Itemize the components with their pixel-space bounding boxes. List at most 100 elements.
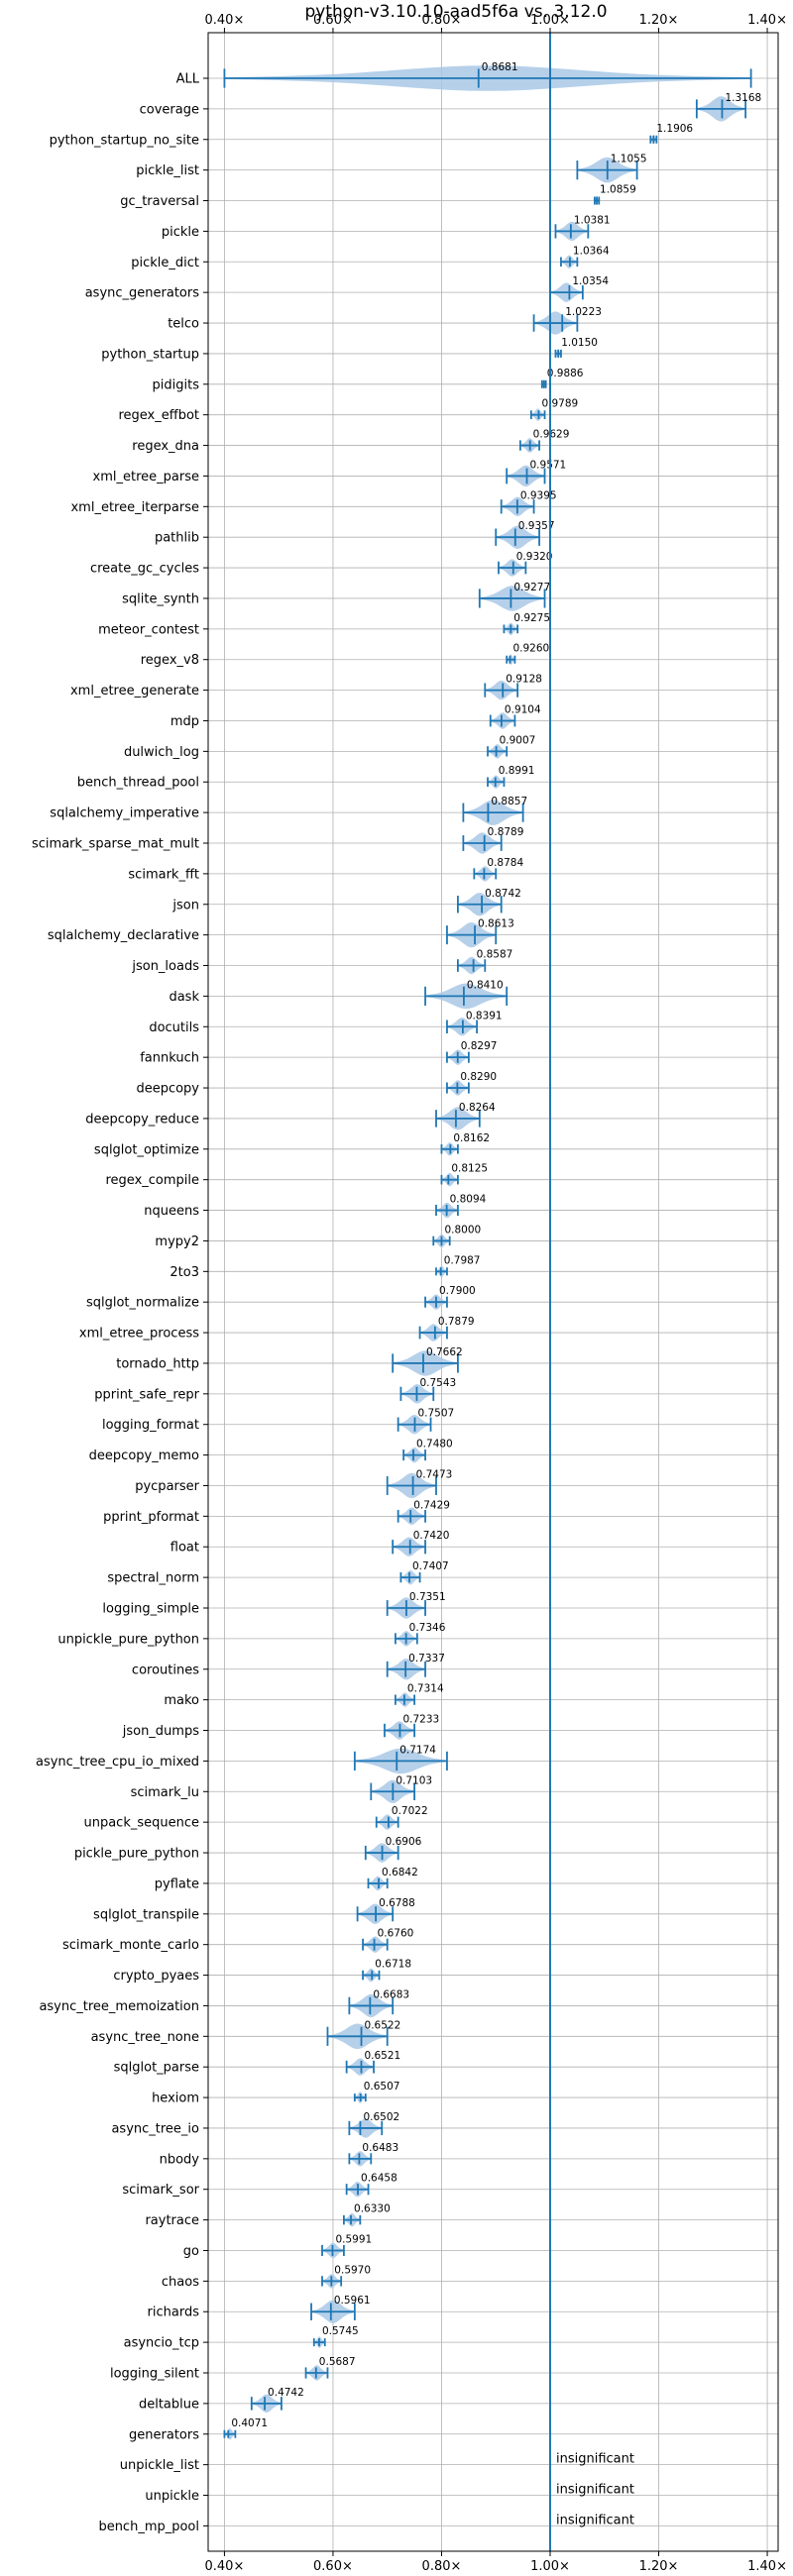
- value-label: 1.1906: [656, 123, 693, 135]
- value-label: 0.7407: [412, 1560, 449, 1572]
- category-label: pprint_safe_repr: [94, 1387, 199, 1402]
- value-label: 0.6502: [363, 2111, 399, 2123]
- category-label: json_loads: [131, 959, 199, 974]
- value-label: 0.6760: [378, 1928, 414, 1940]
- category-label: hexiom: [152, 2092, 199, 2106]
- category-label: coroutines: [132, 1663, 199, 1677]
- value-label: 0.8290: [460, 1071, 497, 1083]
- value-label: 0.7103: [396, 1774, 432, 1786]
- category-label: unpickle: [145, 2489, 199, 2504]
- value-label: 0.9395: [520, 489, 557, 501]
- value-label: 0.8587: [477, 949, 513, 961]
- value-label: 0.9886: [547, 368, 584, 379]
- value-label: 0.4742: [268, 2387, 304, 2399]
- value-label: 1.0859: [600, 184, 636, 196]
- value-label: 0.6330: [354, 2203, 391, 2215]
- value-label: 0.5745: [322, 2325, 359, 2337]
- category-label: unpack_sequence: [83, 1816, 199, 1831]
- x-tick-label-top: 0.80×: [422, 13, 462, 28]
- category-label: sqlglot_normalize: [86, 1296, 199, 1311]
- category-label: async_generators: [85, 286, 200, 301]
- x-axis-ticks: 0.40× 0.40× 0.60× 0.60× 0.80× 0.80× 1.00× 1.00×…: [205, 13, 787, 2574]
- category-label: crypto_pyaes: [113, 1969, 199, 1984]
- category-label: scimark_sor: [122, 2183, 199, 2198]
- category-label: pidigits: [153, 377, 200, 392]
- category-label: generators: [129, 2427, 199, 2442]
- value-label: 0.6507: [364, 2081, 400, 2093]
- value-label: 0.5991: [335, 2233, 372, 2245]
- value-label: 0.7022: [392, 1805, 428, 1817]
- value-label: 0.8264: [459, 1102, 496, 1114]
- value-label: 0.8789: [488, 826, 524, 838]
- category-label: scimark_fft: [128, 867, 199, 882]
- x-tick-label-bottom: 1.20×: [639, 2559, 679, 2574]
- category-label: unpickle_list: [120, 2458, 199, 2473]
- value-label: 0.6906: [386, 1836, 422, 1848]
- plot-frame: [207, 32, 779, 2552]
- value-label: 0.8613: [478, 918, 514, 930]
- category-label: sqlglot_transpile: [93, 1907, 199, 1922]
- category-label: pathlib: [155, 531, 199, 546]
- violin-marks: [223, 65, 752, 2440]
- category-label: 2to3: [170, 1265, 199, 1280]
- value-label: 0.7507: [417, 1408, 454, 1420]
- category-label: mako: [164, 1693, 199, 1708]
- value-label: 0.5961: [334, 2295, 371, 2307]
- value-label: 0.7543: [419, 1377, 456, 1389]
- category-label: pickle_list: [136, 163, 199, 178]
- category-label: nbody: [160, 2152, 200, 2167]
- x-tick-label-bottom: 1.40×: [747, 2559, 787, 2574]
- value-label: 1.0223: [565, 306, 602, 318]
- category-label: tornado_http: [116, 1356, 199, 1371]
- category-label: async_tree_cpu_io_mixed: [36, 1755, 199, 1770]
- value-label: 0.9275: [513, 612, 550, 624]
- category-label: logging_silent: [110, 2367, 199, 2382]
- x-tick-label-top: 1.20×: [639, 13, 679, 28]
- category-label: sqlite_synth: [122, 591, 199, 606]
- category-label: xml_etree_process: [79, 1327, 199, 1342]
- value-labels: 0.8681 1.3168 1.1906 1.1055 1.0859 1.0381 1.03…: [231, 61, 761, 2527]
- value-label: 0.7429: [413, 1499, 450, 1511]
- insignificant-label: insignificant: [556, 2483, 634, 2498]
- category-label: python_startup: [101, 347, 199, 362]
- value-label: 0.7420: [413, 1530, 450, 1542]
- value-label: 0.9571: [530, 459, 567, 471]
- value-label: 1.1055: [611, 154, 647, 165]
- value-label: 0.9320: [516, 551, 553, 563]
- category-label: telco: [168, 317, 199, 332]
- category-label: deltablue: [139, 2397, 199, 2412]
- value-label: 0.4071: [231, 2417, 268, 2429]
- category-label: dask: [169, 990, 199, 1005]
- category-label: gc_traversal: [120, 194, 199, 209]
- category-label: deepcopy: [136, 1082, 199, 1097]
- category-label: coverage: [140, 102, 199, 117]
- value-label: 0.9629: [533, 429, 570, 441]
- value-label: 0.9277: [513, 582, 550, 593]
- value-label: 1.0381: [574, 214, 611, 226]
- category-label: raytrace: [145, 2213, 199, 2228]
- value-label: 0.8094: [450, 1194, 487, 1206]
- category-label: unpickle_pure_python: [57, 1632, 199, 1647]
- value-label: 0.8410: [467, 979, 504, 991]
- category-label: scimark_monte_carlo: [62, 1938, 199, 1953]
- category-label: mdp: [170, 714, 199, 729]
- value-label: 0.6483: [362, 2142, 398, 2154]
- value-label: 0.6683: [373, 1988, 409, 2000]
- category-label: regex_effbot: [118, 408, 199, 423]
- value-label: 0.9007: [500, 734, 536, 746]
- value-label: 0.7337: [408, 1653, 445, 1664]
- value-label: 0.9128: [506, 674, 542, 686]
- x-tick-label-bottom: 1.00×: [530, 2559, 570, 2574]
- value-label: 0.6718: [375, 1959, 411, 1971]
- category-label: go: [183, 2244, 199, 2259]
- value-label: 0.8162: [453, 1132, 490, 1144]
- category-label: chaos: [162, 2275, 199, 2290]
- value-label: 1.0354: [572, 275, 609, 287]
- x-tick-label-bottom: 0.40×: [205, 2559, 245, 2574]
- category-label: logging_simple: [102, 1602, 199, 1617]
- category-label: async_tree_io: [111, 2121, 199, 2136]
- insignificant-label: insignificant: [556, 2513, 634, 2527]
- value-label: 0.8297: [461, 1040, 498, 1052]
- value-label: 0.9357: [518, 520, 555, 532]
